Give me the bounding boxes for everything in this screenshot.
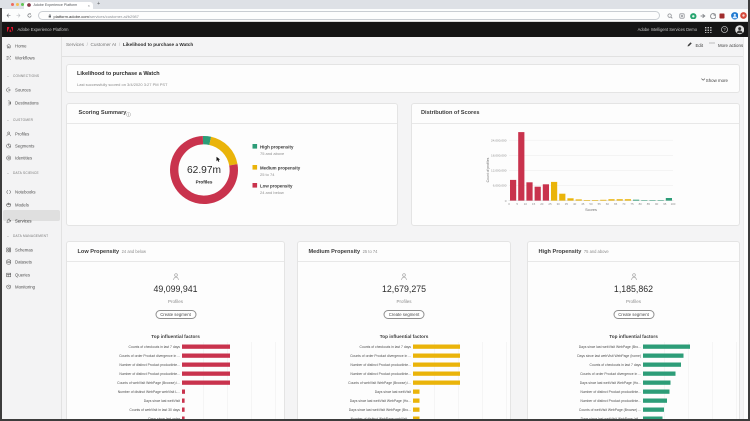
svg-text:Number of distinct WebPage web: Number of distinct WebPage webVisit ...	[351, 417, 411, 421]
svg-text:20: 20	[540, 202, 544, 206]
svg-text:25: 25	[548, 202, 552, 206]
svg-text:70: 70	[622, 202, 626, 206]
svg-text:Counts of checkouts in last 7: Counts of checkouts in last 7 days	[360, 345, 412, 349]
svg-text:90: 90	[655, 202, 659, 206]
svg-text:High propensity: High propensity	[260, 144, 294, 149]
svg-text:10: 10	[524, 202, 528, 206]
svg-text:Number of distinct Product pro: Number of distinct Product productInte..…	[119, 363, 180, 367]
svg-text:Days since last webVisit WebPa: Days since last webVisit WebPage (Ho...	[350, 399, 411, 403]
svg-text:25 to 74: 25 to 74	[260, 172, 275, 177]
svg-text:Number of distinct Product pro: Number of distinct Product productInte..…	[580, 390, 641, 394]
svg-text:100: 100	[671, 202, 676, 206]
svg-text:0: 0	[505, 199, 507, 203]
svg-text:Scores: Scores	[585, 208, 597, 212]
svg-text:50: 50	[589, 202, 593, 206]
svg-text:Number of distinct Product pro: Number of distinct Product productInte..…	[350, 372, 411, 376]
svg-text:5: 5	[516, 202, 518, 206]
svg-text:6,000,000: 6,000,000	[493, 184, 507, 188]
svg-text:Number of distinct Product pro: Number of distinct Product productInte..…	[350, 363, 411, 367]
svg-text:Days since last webVisit WebPa: Days since last webVisit WebPage (all...	[581, 417, 641, 421]
svg-text:Days since last webVisit WebPa: Days since last webVisit WebPage (Ho...	[580, 381, 641, 385]
svg-text:Days since last webVisit WebPa: Days since last webVisit WebPage (Bro...	[349, 408, 411, 412]
svg-text:65: 65	[614, 202, 618, 206]
svg-text:Number of distinct Product pro: Number of distinct Product productInte..…	[119, 372, 180, 376]
svg-text:15: 15	[532, 202, 536, 206]
svg-text:Counts of checkouts in last 7: Counts of checkouts in last 7 days	[590, 363, 642, 367]
svg-text:Days since last order: Days since last order	[148, 417, 181, 421]
svg-text:Counts of webVisit WebPage (Br: Counts of webVisit WebPage (Browse) i...	[117, 381, 180, 385]
svg-text:75: 75	[630, 202, 634, 206]
svg-text:60: 60	[606, 202, 610, 206]
svg-text:Days since last webVisit WebPa: Days since last webVisit WebPage (home)	[577, 354, 641, 358]
svg-text:Counts of order Product diverg: Counts of order Product divergence in ..…	[350, 354, 411, 358]
svg-text:Counts of order Product diverg: Counts of order Product divergence in ..…	[580, 372, 641, 376]
svg-text:Days since last webVisit: Days since last webVisit	[144, 399, 180, 403]
svg-text:40: 40	[573, 202, 577, 206]
svg-text:12,000,000: 12,000,000	[491, 169, 507, 173]
svg-text:Counts of webVisit WebPage (Br: Counts of webVisit WebPage (Browse) i...	[348, 381, 411, 385]
svg-text:Counts of checkouts in last 7: Counts of checkouts in last 7 days	[129, 345, 181, 349]
svg-text:Profiles: Profiles	[196, 180, 213, 185]
svg-text:Count of profiles: Count of profiles	[486, 157, 490, 182]
svg-text:55: 55	[598, 202, 602, 206]
svg-text:Counts of webVisit WebPage (Br: Counts of webVisit WebPage (Browse) ...	[579, 408, 641, 412]
svg-text:62.97m: 62.97m	[187, 165, 221, 176]
svg-text:Number of distinct Product pro: Number of distinct Product productInte..…	[580, 399, 641, 403]
svg-text:45: 45	[581, 202, 585, 206]
svg-text:30: 30	[557, 202, 561, 206]
svg-text:Counts of order Product diverg: Counts of order Product divergence in ..…	[119, 354, 180, 358]
svg-text:85: 85	[647, 202, 651, 206]
svg-text:24,000,000: 24,000,000	[491, 138, 507, 142]
svg-text:95: 95	[663, 202, 667, 206]
svg-text:Low propensity: Low propensity	[260, 183, 293, 188]
svg-text:?: ?	[723, 27, 726, 32]
svg-text:18,000,000: 18,000,000	[491, 154, 507, 158]
svg-text:35: 35	[565, 202, 569, 206]
svg-text:0: 0	[508, 202, 510, 206]
svg-text:Number of distinct WebPage web: Number of distinct WebPage webVisit L...	[118, 390, 180, 394]
svg-text:80: 80	[639, 202, 643, 206]
svg-text:Days since last webVisit WebPa: Days since last webVisit WebPage (Bro...	[579, 345, 641, 349]
svg-text:Days since last webVisit: Days since last webVisit	[375, 390, 411, 394]
svg-text:24 and below: 24 and below	[260, 190, 284, 195]
svg-text:Counts of webVisit in last 30: Counts of webVisit in last 30 days	[129, 408, 180, 412]
svg-text:75 and above: 75 and above	[260, 151, 285, 156]
svg-text:Medium propensity: Medium propensity	[260, 165, 301, 170]
